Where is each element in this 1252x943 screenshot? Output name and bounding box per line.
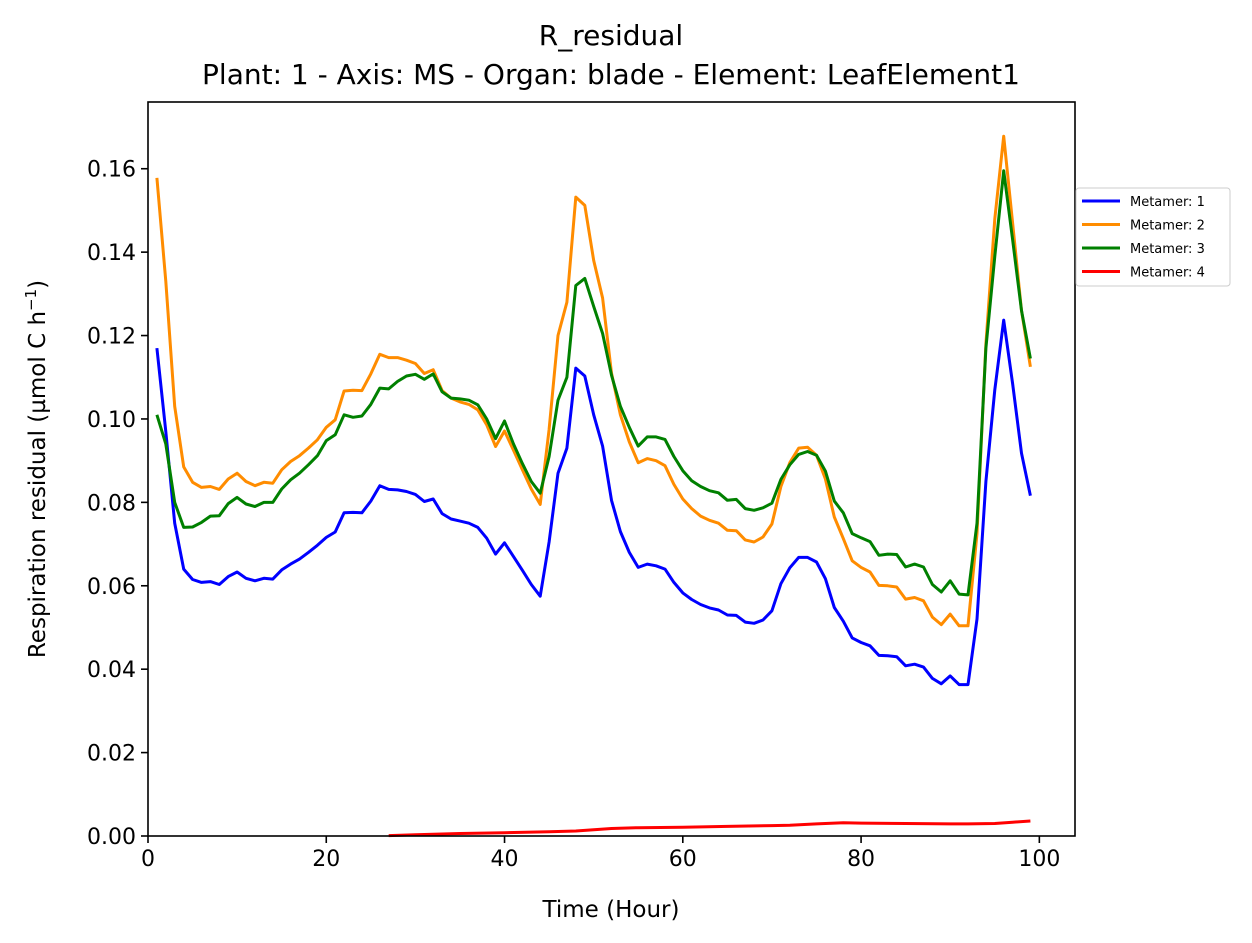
x-tick-label: 100 xyxy=(1018,847,1060,872)
x-tick-label: 40 xyxy=(491,847,519,872)
y-tick-label: 0.04 xyxy=(87,658,136,683)
x-axis-label: Time (Hour) xyxy=(542,897,680,923)
y-axis-label-tail: ) xyxy=(25,280,51,289)
legend-label: Metamer: 1 xyxy=(1130,195,1205,210)
y-tick-label: 0.10 xyxy=(87,408,136,433)
y-axis-label-superscript: −1 xyxy=(22,289,40,311)
series-line-metamer-3 xyxy=(155,169,1032,597)
y-tick-label: 0.06 xyxy=(87,575,136,600)
x-axis: 0 20 40 60 80 100 xyxy=(141,836,1060,872)
x-tick-label: 80 xyxy=(847,847,875,872)
legend-label: Metamer: 3 xyxy=(1130,242,1205,257)
x-tick-label: 0 xyxy=(141,847,155,872)
plot-area xyxy=(155,134,1032,838)
y-axis-label-main: Respiration residual (µmol C h xyxy=(25,311,51,658)
legend: Metamer: 1 Metamer: 2 Metamer: 3 Metamer: 4 xyxy=(1075,187,1231,287)
legend-label: Metamer: 4 xyxy=(1130,266,1205,281)
legend-label: Metamer: 2 xyxy=(1130,219,1205,234)
y-tick-label: 0.16 xyxy=(87,158,136,183)
y-tick-label: 0.08 xyxy=(87,491,136,516)
chart-subtitle: Plant: 1 - Axis: MS - Organ: blade - Ele… xyxy=(202,58,1020,91)
y-tick-label: 0.12 xyxy=(87,325,136,350)
chart-title: R_residual xyxy=(539,19,683,52)
x-tick-label: 60 xyxy=(669,847,697,872)
y-tick-label: 0.00 xyxy=(87,825,136,850)
y-axis-label: Respiration residual (µmol C h−1) xyxy=(22,280,51,658)
legend-box xyxy=(1075,187,1231,287)
series-line-metamer-1 xyxy=(155,318,1032,687)
x-tick-label: 20 xyxy=(312,847,340,872)
plot-frame xyxy=(147,101,1076,837)
y-tick-label: 0.02 xyxy=(87,742,136,767)
series-line-metamer-2 xyxy=(155,134,1032,628)
y-tick-label: 0.14 xyxy=(87,241,136,266)
series-line-metamer-4 xyxy=(388,819,1031,838)
y-axis: 0.00 0.02 0.04 0.06 0.08 0.10 0.12 0.14 0.16 xyxy=(87,158,148,850)
